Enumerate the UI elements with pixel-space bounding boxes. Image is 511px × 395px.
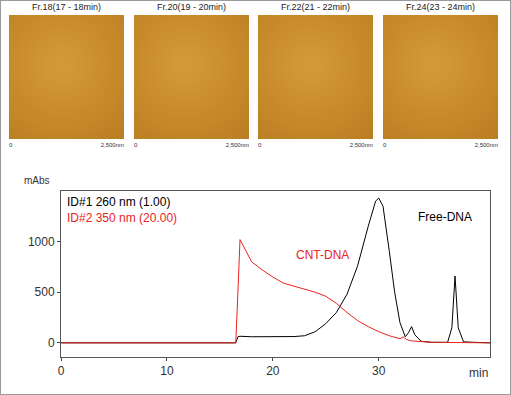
svg-text:0: 0: [58, 364, 65, 378]
html-text:2,500nm: 2,500nm: [225, 142, 249, 148]
svg-text:30: 30: [372, 364, 386, 378]
svg-text:500: 500: [35, 285, 55, 299]
html-text:2,500nm: 2,500nm: [100, 142, 124, 148]
html-text:0: 0: [258, 142, 262, 148]
html-text:2,500nm: 2,500nm: [349, 142, 373, 148]
html-text:0: 0: [9, 142, 13, 148]
svg-text:CNT-DNA: CNT-DNA: [296, 248, 349, 262]
svg-text:20: 20: [266, 364, 280, 378]
svg-text:min: min: [469, 366, 488, 380]
svg-text:mAbs: mAbs: [24, 175, 50, 186]
html-text:2,500nm: 2,500nm: [474, 142, 498, 148]
html-text:0: 0: [134, 142, 138, 148]
html-text:Fr.22(21 - 22min): Fr.22(21 - 22min): [281, 2, 350, 12]
svg-text:0: 0: [48, 336, 55, 350]
html-text:Fr.24(23 - 24min): Fr.24(23 - 24min): [406, 2, 475, 12]
html-text:Fr.18(17 - 18min): Fr.18(17 - 18min): [32, 2, 101, 12]
svg-text:1000: 1000: [28, 235, 55, 249]
svg-text:ID#2 350 nm (20.00): ID#2 350 nm (20.00): [67, 211, 177, 225]
html-text:0: 0: [383, 142, 387, 148]
svg-text:ID#1 260 nm (1.00): ID#1 260 nm (1.00): [67, 195, 170, 209]
html-text:Fr.20(19 - 20min): Fr.20(19 - 20min): [157, 2, 226, 12]
svg-text:Free-DNA: Free-DNA: [418, 210, 472, 224]
svg-text:10: 10: [160, 364, 174, 378]
